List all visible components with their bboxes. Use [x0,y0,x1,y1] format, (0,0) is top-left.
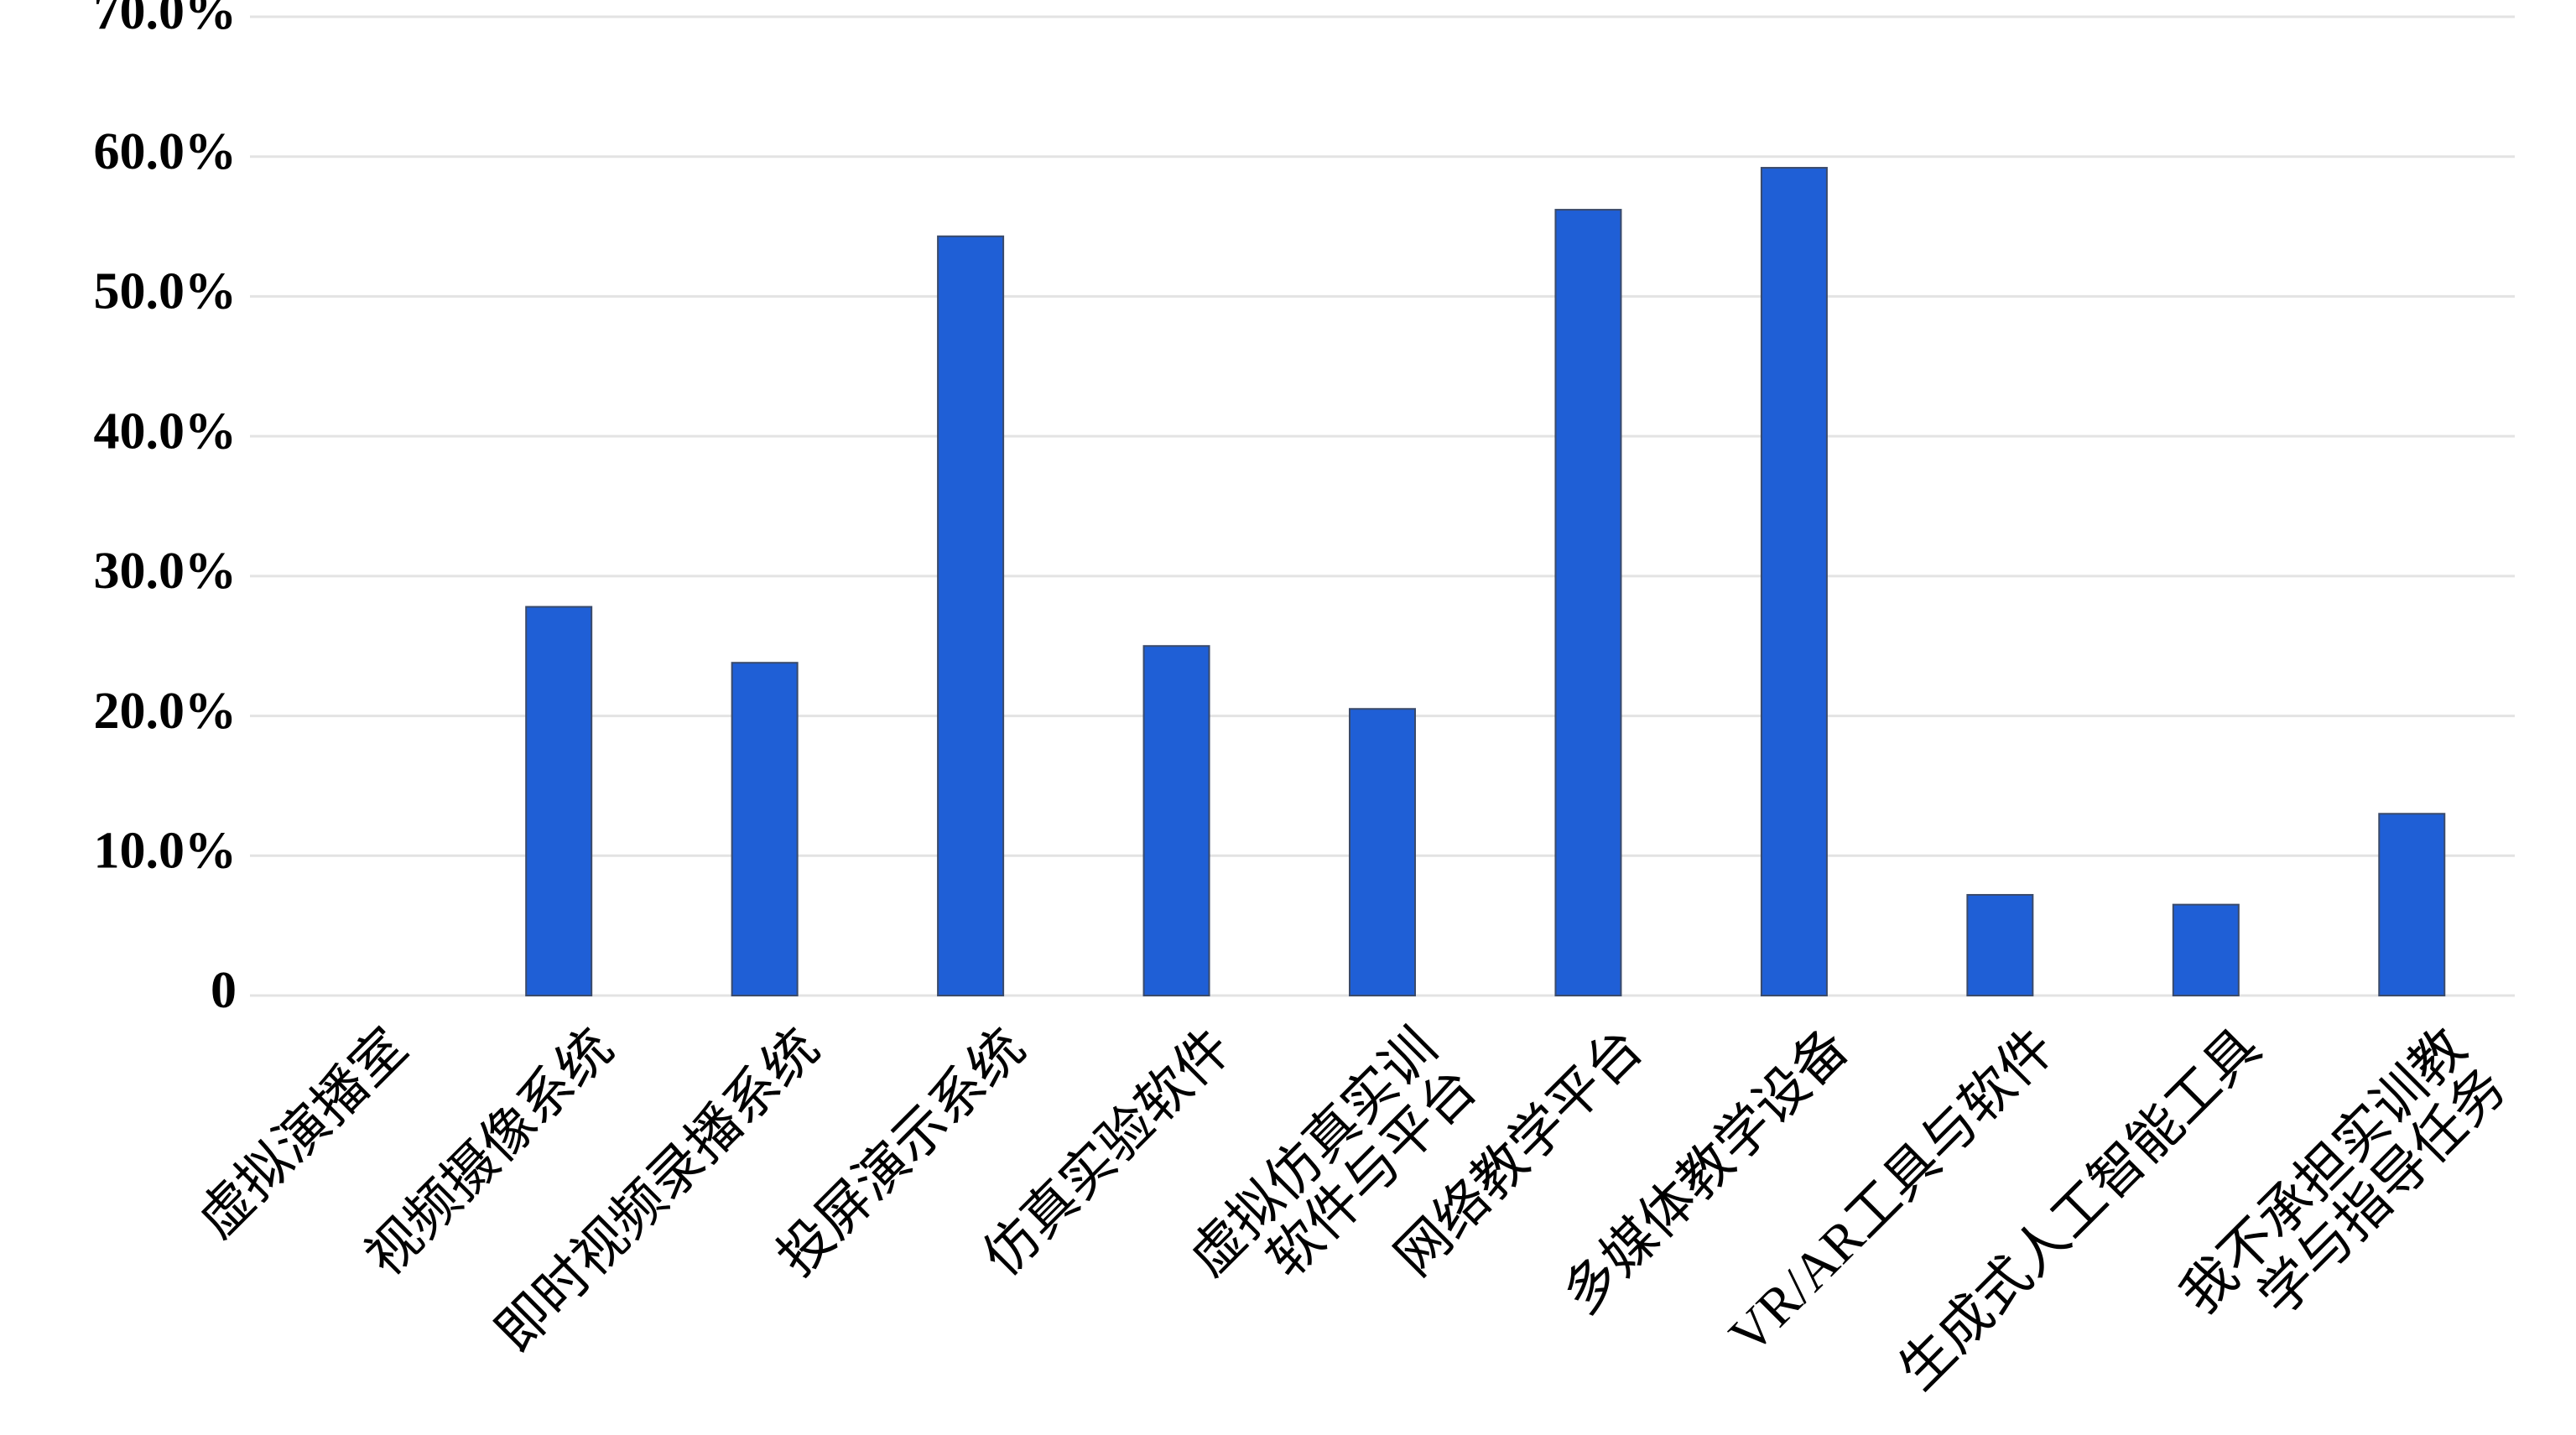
y-tick-label: 0 [211,962,237,1019]
bar [1142,645,1210,996]
bar [1760,167,1828,996]
bar [525,606,593,997]
y-tick-label: 10.0% [94,823,237,880]
x-tick-label: 生成式人工智能工具 [1887,1017,2271,1401]
y-tick-label: 60.0% [94,123,237,180]
x-tick-label-line: 虚拟演播室 [186,1017,418,1249]
y-tick-label: 20.0% [94,683,237,740]
y-tick-label: 40.0% [94,403,237,460]
bar [1966,893,2034,996]
y-tick-label: 50.0% [94,263,237,320]
x-tick-label-line: 生成式人工智能工具 [1887,1017,2271,1401]
bar [2378,813,2446,996]
bar [1349,708,1416,996]
bar [2172,903,2240,997]
y-tick-label: 70.0% [94,0,237,40]
y-tick-label: 30.0% [94,543,237,600]
bar [1554,209,1622,996]
bar [937,235,1005,996]
x-tick-label: 虚拟演播室 [186,1017,418,1249]
bar [731,662,799,996]
